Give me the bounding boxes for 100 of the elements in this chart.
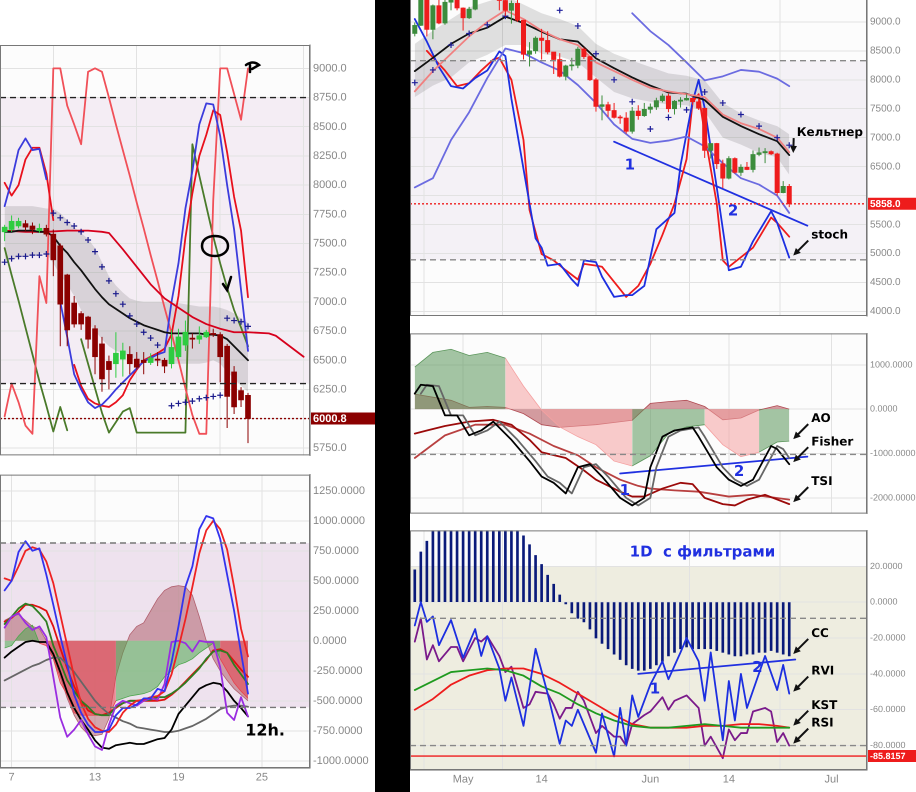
bar [752,602,754,654]
x-tick-label: 25 [256,772,268,784]
bar [480,530,483,602]
point [701,88,708,96]
y-tick-label: -60.0000 [870,704,906,714]
y-tick-label: 7750.0 [313,208,347,220]
point [230,316,238,324]
point [78,228,85,236]
bar [709,602,712,650]
bar [612,602,616,654]
bar [426,540,428,602]
point [56,214,64,222]
bar [606,602,610,650]
ref-line-label: 5858.0 [870,199,902,210]
x-tick-label: 14 [722,774,735,786]
y-tick-label: -1000.0000 [870,448,916,458]
point [592,50,600,58]
bar [667,602,670,656]
y-tick-label: 5500.0 [870,219,902,230]
y-tick-label: -80.0000 [870,740,906,750]
x-tick-label: 7 [8,772,15,784]
point [105,277,113,284]
point [126,312,134,320]
y-tick-label: 5750.0 [313,442,347,454]
bar [776,602,778,653]
point [682,106,690,114]
bar [450,530,452,602]
y-tick-label: 7500.0 [313,238,347,250]
point [466,30,473,38]
annotation: 2 [728,201,738,220]
bar [419,552,422,602]
bar [636,602,640,671]
bar [576,602,580,619]
point [237,318,245,326]
point [84,236,92,244]
point [216,392,224,399]
y-tick-label: 750.0000 [313,544,359,557]
bar [764,602,766,653]
bar [697,602,700,650]
x-tick-label: May [452,774,474,786]
bar [432,530,434,602]
y-tick-label: -500.0000 [313,694,363,707]
series-label: Кельтнер [796,125,864,140]
bar [673,602,676,653]
y-tick-label: 8750.0 [313,92,347,104]
point [646,125,654,133]
text: 1D с фильтрами [630,542,776,560]
bar [516,530,519,602]
x-tick-label: 13 [88,772,102,784]
point [28,252,36,259]
point [210,392,217,400]
y-tick-label: 6500.0 [870,161,902,172]
bar [715,602,718,651]
bar [474,530,477,602]
y-tick-label: 500.0000 [313,574,359,587]
bar [438,530,440,602]
point [140,328,148,336]
point [429,66,436,74]
bar [504,530,507,602]
y-tick-label: 0.0000 [870,404,898,414]
bar [570,602,574,614]
bar [728,602,730,654]
y-tick-label: 4000.0 [870,306,902,318]
point [98,263,106,270]
x-tick-label: Jul [824,774,839,786]
point [14,252,22,260]
bar [510,530,513,602]
point [484,21,491,28]
point [168,402,176,410]
point [64,218,71,226]
y-tick-label: 6750.0 [313,325,347,338]
y-tick-label: 8000.0 [313,179,347,192]
ref-line-label: -85.8157 [870,751,906,762]
annotation: 12h. [245,720,285,740]
point [174,400,182,408]
y-tick-label: 7000.0 [313,296,347,308]
y-tick-label: 1000.0000 [313,514,365,527]
bar [413,570,416,602]
point [50,210,57,217]
bar [468,530,470,602]
point [133,320,140,328]
bar [746,602,748,654]
bar [661,602,664,662]
point [224,314,231,322]
text: RVI [811,664,834,678]
y-tick-label: 7500.0 [870,103,902,114]
y-tick-label: 250.0000 [313,604,359,617]
point [154,341,162,349]
bar [782,602,785,654]
bar [721,602,724,653]
point [182,398,190,406]
bar [492,530,495,602]
bar [788,602,791,656]
annotation: 1 [650,680,660,698]
bar [758,602,760,653]
bar [594,602,598,638]
x-tick-label: 14 [535,774,548,786]
point [91,248,99,256]
ref-line-label: 6000.8 [313,413,347,426]
point [22,252,30,260]
